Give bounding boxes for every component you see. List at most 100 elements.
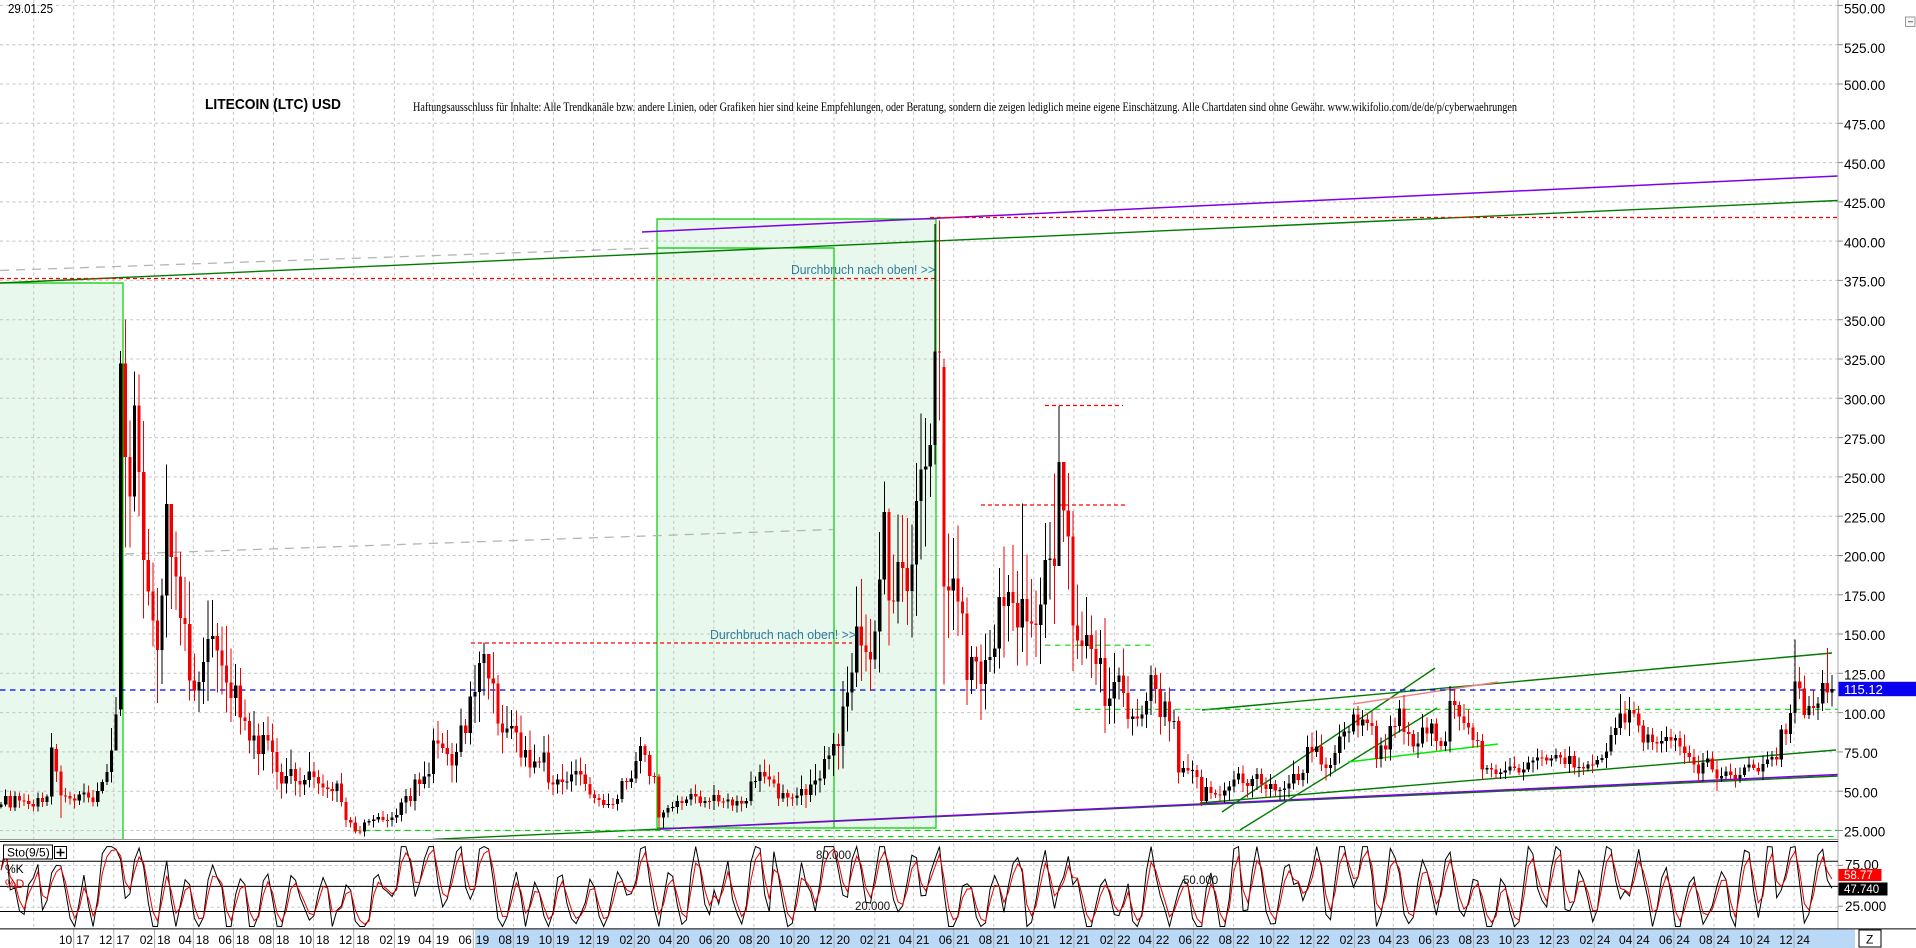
svg-text:21: 21	[877, 933, 891, 947]
svg-text:275.00: 275.00	[1844, 432, 1885, 447]
svg-text:19: 19	[516, 933, 530, 947]
svg-text:02: 02	[1100, 933, 1114, 947]
svg-text:04: 04	[178, 933, 192, 947]
svg-text:10: 10	[59, 933, 73, 947]
svg-text:19: 19	[397, 933, 411, 947]
svg-text:06: 06	[939, 933, 953, 947]
svg-text:75.00: 75.00	[1844, 746, 1878, 761]
svg-text:325.00: 325.00	[1844, 353, 1885, 368]
svg-text:23: 23	[1436, 933, 1450, 947]
svg-text:100.00: 100.00	[1844, 707, 1885, 722]
svg-text:06: 06	[699, 933, 713, 947]
svg-text:08: 08	[499, 933, 513, 947]
svg-text:125.00: 125.00	[1844, 668, 1885, 683]
svg-text:22: 22	[1117, 933, 1131, 947]
svg-text:02: 02	[860, 933, 874, 947]
svg-text:200.00: 200.00	[1844, 550, 1885, 565]
svg-text:20: 20	[637, 933, 651, 947]
svg-text:24: 24	[1717, 933, 1731, 947]
svg-text:18: 18	[276, 933, 290, 947]
svg-text:20: 20	[756, 933, 770, 947]
svg-text:Durchbruch nach oben! >>: Durchbruch nach oben! >>	[710, 628, 856, 642]
svg-text:25.000: 25.000	[1844, 825, 1885, 840]
svg-text:18: 18	[236, 933, 250, 947]
svg-text:450.00: 450.00	[1844, 157, 1885, 172]
svg-text:22: 22	[1316, 933, 1330, 947]
svg-text:12: 12	[1299, 933, 1313, 947]
svg-text:08: 08	[739, 933, 753, 947]
svg-text:24: 24	[1676, 933, 1690, 947]
svg-text:50.00: 50.00	[1844, 785, 1878, 800]
svg-text:22: 22	[1276, 933, 1290, 947]
svg-text:10: 10	[1739, 933, 1753, 947]
svg-text:12: 12	[1779, 933, 1793, 947]
svg-text:22: 22	[1156, 933, 1170, 947]
svg-text:25.000: 25.000	[1845, 899, 1886, 914]
svg-text:17: 17	[116, 933, 130, 947]
svg-text:Z: Z	[1866, 933, 1873, 947]
svg-text:500.00: 500.00	[1844, 78, 1885, 93]
svg-text:400.00: 400.00	[1844, 235, 1885, 250]
svg-text:24: 24	[1597, 933, 1611, 947]
svg-text:04: 04	[1619, 933, 1633, 947]
svg-text:04: 04	[1139, 933, 1153, 947]
svg-text:Sto(9/5): Sto(9/5)	[7, 846, 50, 860]
svg-text:20: 20	[837, 933, 851, 947]
svg-text:04: 04	[659, 933, 673, 947]
svg-text:19: 19	[436, 933, 450, 947]
svg-text:18: 18	[316, 933, 330, 947]
svg-text:425.00: 425.00	[1844, 196, 1885, 211]
svg-text:300.00: 300.00	[1844, 393, 1885, 408]
svg-text:04: 04	[418, 933, 432, 947]
svg-text:10: 10	[299, 933, 313, 947]
svg-text:10: 10	[779, 933, 793, 947]
svg-text:02: 02	[1340, 933, 1354, 947]
svg-text:150.00: 150.00	[1844, 628, 1885, 643]
svg-text:24: 24	[1797, 933, 1811, 947]
svg-text:375.00: 375.00	[1844, 275, 1885, 290]
svg-text:02: 02	[1580, 933, 1594, 947]
svg-text:18: 18	[356, 933, 370, 947]
svg-text:20: 20	[797, 933, 811, 947]
svg-text:Durchbruch nach oben! >>: Durchbruch nach oben! >>	[791, 263, 935, 277]
svg-text:12: 12	[99, 933, 113, 947]
svg-text:08: 08	[1699, 933, 1713, 947]
svg-text:19: 19	[476, 933, 490, 947]
svg-text:17: 17	[76, 933, 90, 947]
svg-text:%K: %K	[5, 862, 24, 876]
svg-text:23: 23	[1516, 933, 1530, 947]
svg-text:10: 10	[539, 933, 553, 947]
svg-text:06: 06	[458, 933, 472, 947]
svg-text:75.00: 75.00	[1845, 858, 1879, 873]
svg-text:350.00: 350.00	[1844, 314, 1885, 329]
svg-text:21: 21	[1076, 933, 1090, 947]
svg-text:19: 19	[596, 933, 610, 947]
svg-text:12: 12	[1539, 933, 1553, 947]
svg-text:10: 10	[1259, 933, 1273, 947]
svg-text:23: 23	[1357, 933, 1371, 947]
svg-text:24: 24	[1636, 933, 1650, 947]
svg-text:02: 02	[140, 933, 154, 947]
svg-text:29.01.25: 29.01.25	[8, 1, 53, 16]
svg-text:20.000: 20.000	[855, 901, 890, 913]
svg-text:115.12: 115.12	[1844, 682, 1883, 697]
svg-text:18: 18	[196, 933, 210, 947]
svg-text:21: 21	[956, 933, 970, 947]
svg-text:225.00: 225.00	[1844, 510, 1885, 525]
svg-text:22: 22	[1236, 933, 1250, 947]
svg-text:250.00: 250.00	[1844, 471, 1885, 486]
svg-text:80.000: 80.000	[816, 850, 851, 862]
svg-text:04: 04	[1378, 933, 1392, 947]
svg-text:23: 23	[1556, 933, 1570, 947]
svg-text:21: 21	[916, 933, 930, 947]
svg-text:06: 06	[219, 933, 233, 947]
svg-text:10: 10	[1499, 933, 1513, 947]
svg-text:12: 12	[579, 933, 593, 947]
svg-text:20: 20	[676, 933, 690, 947]
svg-text:50.000: 50.000	[1183, 875, 1218, 887]
svg-text:23: 23	[1396, 933, 1410, 947]
svg-text:04: 04	[899, 933, 913, 947]
svg-text:58.77: 58.77	[1844, 870, 1873, 882]
svg-text:47.740: 47.740	[1844, 884, 1879, 896]
svg-text:02: 02	[380, 933, 394, 947]
